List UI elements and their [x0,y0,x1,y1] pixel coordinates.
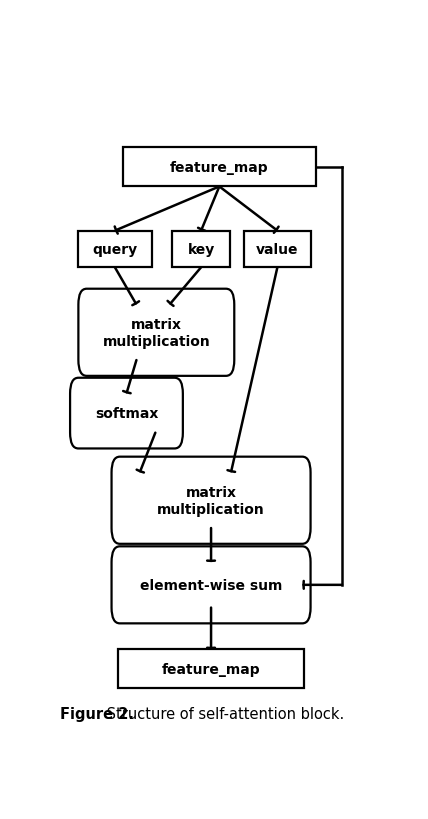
Text: query: query [92,242,137,256]
FancyBboxPatch shape [244,231,311,268]
Text: feature_map: feature_map [170,161,269,174]
FancyBboxPatch shape [77,231,152,268]
Text: Structure of self-attention block.: Structure of self-attention block. [101,706,344,722]
FancyBboxPatch shape [118,649,304,689]
Text: element-wise sum: element-wise sum [140,578,282,592]
Text: key: key [187,242,215,256]
Text: Figure 2.: Figure 2. [60,706,134,722]
Text: value: value [256,242,299,256]
Text: matrix
multiplication: matrix multiplication [157,486,265,516]
FancyBboxPatch shape [123,148,315,188]
Text: matrix
multiplication: matrix multiplication [102,318,210,348]
Text: feature_map: feature_map [162,662,260,676]
FancyBboxPatch shape [78,289,234,377]
Text: softmax: softmax [95,406,158,421]
FancyBboxPatch shape [70,378,183,449]
FancyBboxPatch shape [112,546,311,623]
FancyBboxPatch shape [172,231,230,268]
FancyBboxPatch shape [112,457,311,544]
